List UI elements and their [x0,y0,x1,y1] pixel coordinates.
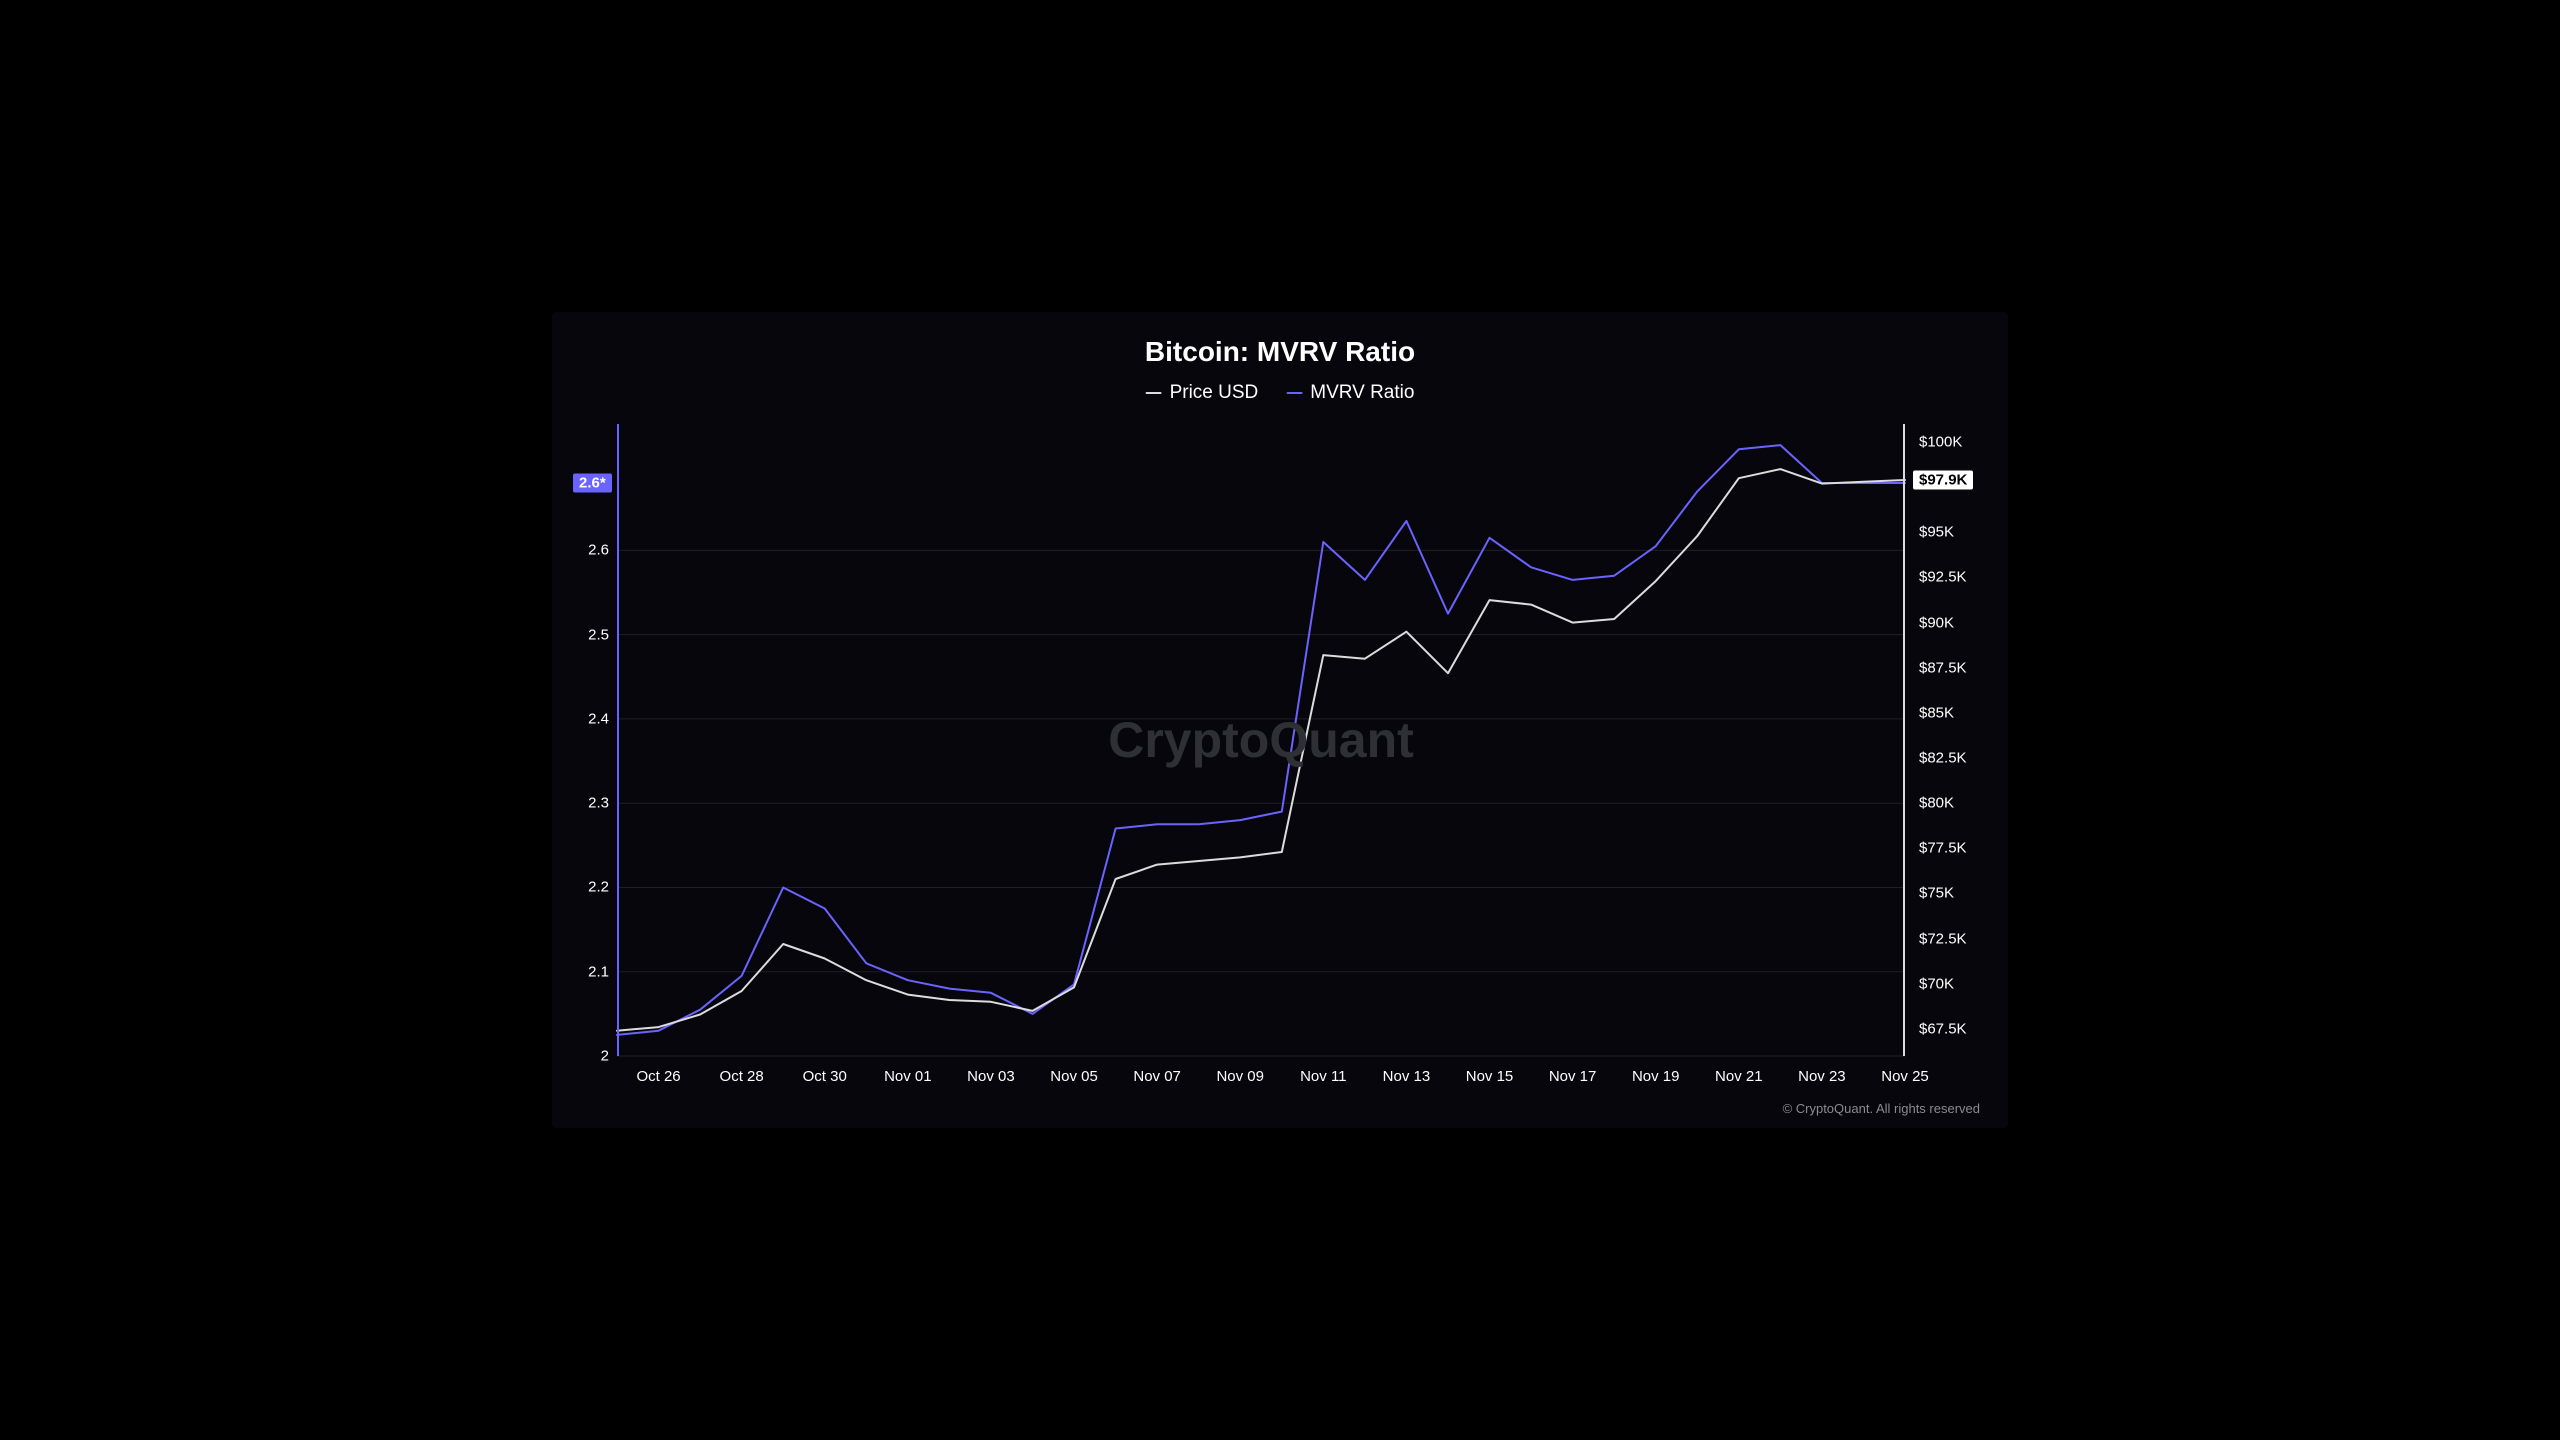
x-tick: Nov 11 [1300,1068,1346,1085]
legend-label-mvrv: MVRV Ratio [1310,382,1414,404]
left-marker: 2.6* [573,473,612,492]
y-left-tick: 2 [601,1048,609,1065]
x-tick: Nov 23 [1798,1068,1846,1085]
x-tick: Nov 15 [1466,1068,1514,1085]
x-tick: Oct 28 [720,1068,764,1085]
x-tick: Nov 17 [1549,1068,1597,1085]
y-right-tick: $80K [1919,795,1954,812]
y-right-tick: $70K [1919,975,1954,992]
y-left-tick: 2.3 [588,795,609,812]
right-axis-line [1903,424,1905,1056]
y-right-tick: $72.5K [1919,930,1967,947]
x-tick: Oct 30 [803,1068,847,1085]
x-tick: Nov 01 [884,1068,932,1085]
right-marker: $97.9K [1913,470,1973,489]
y-right-tick: $75K [1919,885,1954,902]
x-tick: Nov 09 [1216,1068,1264,1085]
y-right-tick: $100K [1919,434,1962,451]
chart-title: Bitcoin: MVRV Ratio [1145,336,1415,368]
legend-label-price: Price USD [1170,382,1259,404]
y-right-tick: $90K [1919,614,1954,631]
y-right-tick: $67.5K [1919,1020,1967,1037]
left-axis-line [617,424,619,1056]
plot-svg [617,424,1905,1056]
y-right-tick: $95K [1919,524,1954,541]
x-tick: Nov 19 [1632,1068,1680,1085]
copyright: © CryptoQuant. All rights reserved [1783,1101,1980,1116]
x-tick: Nov 13 [1383,1068,1431,1085]
series-price-line [617,469,1905,1031]
legend-item-price: Price USD [1146,382,1259,404]
legend-swatch-mvrv [1286,392,1302,395]
x-tick: Nov 21 [1715,1068,1763,1085]
legend-item-mvrv: MVRV Ratio [1286,382,1414,404]
x-tick: Nov 07 [1133,1068,1181,1085]
y-left-tick: 2.1 [588,963,609,980]
y-right-tick: $77.5K [1919,840,1967,857]
x-tick: Oct 26 [636,1068,680,1085]
plot-area: CryptoQuant 22.12.22.32.42.52.6 $67.5K$7… [617,424,1905,1056]
series-mvrv-line [617,445,1905,1035]
y-left-tick: 2.6 [588,542,609,559]
y-right-tick: $92.5K [1919,569,1967,586]
x-tick: Nov 05 [1050,1068,1098,1085]
x-tick: Nov 03 [967,1068,1015,1085]
x-tick: Nov 25 [1881,1068,1929,1085]
legend-swatch-price [1146,392,1162,395]
grid-group [617,550,1905,1056]
legend: Price USD MVRV Ratio [1146,382,1415,404]
y-right-tick: $85K [1919,704,1954,721]
y-left-tick: 2.5 [588,626,609,643]
y-left-tick: 2.4 [588,710,609,727]
y-left-tick: 2.2 [588,879,609,896]
y-right-tick: $87.5K [1919,659,1967,676]
chart-frame: Bitcoin: MVRV Ratio Price USD MVRV Ratio… [552,312,2008,1128]
y-right-tick: $82.5K [1919,750,1967,767]
